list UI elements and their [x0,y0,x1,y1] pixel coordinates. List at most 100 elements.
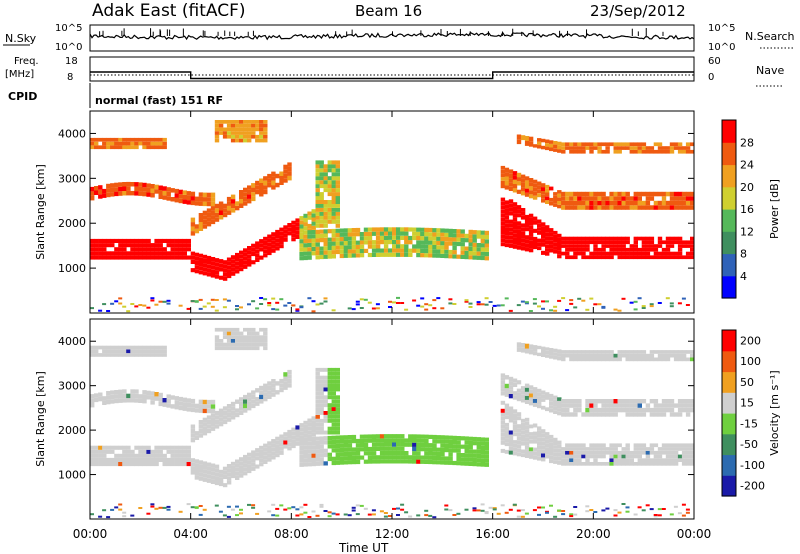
cell [428,443,433,448]
cell [549,248,554,253]
cell [621,399,626,404]
cell [512,424,518,429]
colorbar-segment [722,433,736,456]
cell [315,430,320,435]
cell [291,237,296,242]
cell [90,238,95,243]
cell [166,302,171,305]
freq-unit-label: [MHz] [5,69,34,80]
cell [158,300,163,303]
cell [657,236,663,241]
cell [549,443,554,447]
cell [601,399,606,404]
cell [553,203,558,207]
cell [263,455,268,460]
cell [114,462,119,467]
cell [279,378,284,384]
cell [206,264,212,269]
cell [613,149,618,154]
cell [673,357,679,362]
cell [230,199,236,204]
cell [279,240,284,245]
cell [190,200,196,206]
cell [226,346,232,351]
cell [609,357,614,362]
cell [375,307,380,310]
cell [142,453,147,458]
y-tick-label: 2000 [58,424,86,437]
cell [122,453,127,458]
cell [263,189,268,195]
cell [613,509,618,512]
cell [154,449,159,454]
cell [452,233,457,238]
cell [581,191,586,197]
cell [319,207,324,212]
cell [122,247,127,252]
cell [255,448,260,453]
cell [677,399,683,404]
cell [633,407,638,413]
cell [226,327,232,332]
cell [649,447,655,451]
cell [122,141,127,146]
cell [319,192,324,197]
cell [557,145,562,150]
cell [669,305,674,308]
cell [287,302,292,304]
cell [553,395,558,400]
cell [351,439,357,444]
cell [243,463,248,468]
cell [138,453,143,458]
cell [235,305,239,307]
cell [142,304,147,307]
cell [396,438,401,443]
cell [154,457,159,462]
cell [557,299,562,302]
cell [553,449,558,453]
cell [613,191,618,197]
cell [247,254,252,259]
cell [359,455,365,460]
cell [311,424,316,429]
cell [609,251,614,256]
cell [545,450,550,455]
cell [416,231,421,236]
cell [625,506,630,509]
cell [516,448,522,453]
cell [625,240,630,245]
cell [158,401,163,407]
cell [681,200,687,206]
cell [299,234,304,240]
cell [335,172,340,177]
cell [512,213,518,218]
cell [637,146,642,150]
cell [396,231,401,236]
cell [504,185,510,190]
cell [323,395,328,400]
cell [150,299,155,302]
cell [247,327,252,332]
cell [114,300,119,303]
cell [319,203,324,208]
cell [202,201,208,207]
cell [508,438,514,443]
cell [601,462,606,466]
cell [464,300,469,303]
cell [617,247,622,252]
cell [444,254,449,259]
cell [150,400,155,405]
cell [508,309,513,312]
cell [138,445,143,450]
cell [613,407,618,413]
cell [327,411,332,415]
cell [528,451,534,455]
cell [315,176,320,181]
cell [557,353,562,357]
cell [665,205,671,210]
cell [383,455,389,460]
cell [468,246,473,251]
cell [102,255,107,260]
cell [424,253,429,258]
cell [528,182,534,187]
